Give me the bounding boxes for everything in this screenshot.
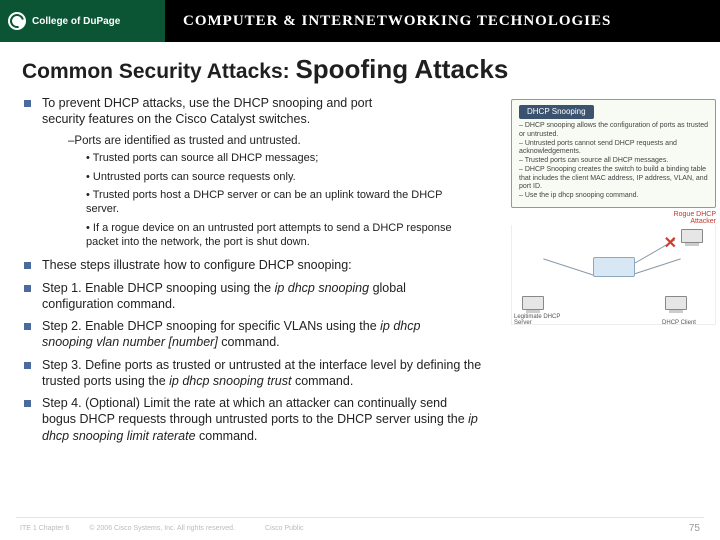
diagram-line-1: – Untrusted ports cannot send DHCP reque… [519,140,708,158]
diagram-info-box: DHCP Snooping – DHCP snooping allows the… [511,99,716,208]
bullet-square-icon [24,362,31,369]
footer-divider [16,517,704,518]
college-name: College of DuPage [32,16,120,27]
college-logo-block: College of DuPage [0,0,165,42]
diagram-line-2: – Trusted ports can source all DHCP mess… [519,157,708,166]
sub-point-1: Untrusted ports can source requests only… [86,171,456,185]
header-bar: College of DuPage COMPUTER & INTERNETWOR… [0,0,720,42]
client-label: DHCP Client [657,320,701,326]
title-part2: Spoofing Attacks [295,54,508,84]
net-link-icon [543,258,597,276]
footer: ITE 1 Chapter 6 © 2006 Cisco Systems, In… [0,523,720,534]
sub-point-3: If a rogue device on an untrusted port a… [86,222,456,250]
diagram-network: ✕ Legitimate DHCP Server DHCP Client [511,225,716,325]
diagram-line-3: – DHCP Snooping creates the switch to bu… [519,166,708,192]
bullet-step-4: Step 4. (Optional) Limit the rate at whi… [24,395,696,444]
legit-server-icon [522,296,544,314]
blocked-x-icon: ✕ [664,233,677,253]
rogue-label: Rogue DHCP Attacker [656,211,716,225]
step-2-text: Step 2. Enable DHCP snooping for specifi… [42,318,472,351]
step-4-text: Step 4. (Optional) Limit the rate at whi… [42,395,482,444]
title-part1: Common Security Attacks: [22,60,295,83]
diagram-line-4: – Use the ip dhcp snooping command. [519,192,708,201]
diagram-line-0: – DHCP snooping allows the configuration… [519,122,708,140]
header-title: COMPUTER & INTERNETWORKING TECHNOLOGIES [183,13,611,30]
bullet-square-icon [24,100,31,107]
slide-title: Common Security Attacks: Spoofing Attack… [22,54,720,85]
rogue-pc-icon [681,229,703,247]
client-pc-icon [665,296,687,314]
bullet-square-icon [24,400,31,407]
content-area: To prevent DHCP attacks, use the DHCP sn… [0,95,720,444]
bullet-square-icon [24,285,31,292]
footer-chapter: ITE 1 Chapter 6 [20,525,69,532]
switch-icon [593,257,635,277]
dhcp-diagram: DHCP Snooping – DHCP snooping allows the… [511,99,716,325]
diagram-badge: DHCP Snooping [519,105,594,119]
bullet-square-icon [24,262,31,269]
sub-point-2: Trusted ports host a DHCP server or can … [86,189,456,217]
legit-label: Legitimate DHCP Server [514,314,562,326]
steps-intro-text: These steps illustrate how to configure … [42,257,352,273]
footer-copyright: © 2006 Cisco Systems, Inc. All rights re… [89,525,235,532]
step-3-text: Step 3. Define ports as trusted or untru… [42,357,482,390]
cod-icon [8,12,26,30]
step-1-text: Step 1. Enable DHCP snooping using the i… [42,280,472,313]
bullet-square-icon [24,323,31,330]
bullet-step-3: Step 3. Define ports as trusted or untru… [24,357,696,390]
sub-point-0: Trusted ports can source all DHCP messag… [86,152,456,166]
intro-text: To prevent DHCP attacks, use the DHCP sn… [42,95,412,128]
page-number: 75 [689,523,700,534]
footer-public: Cisco Public [265,525,304,532]
